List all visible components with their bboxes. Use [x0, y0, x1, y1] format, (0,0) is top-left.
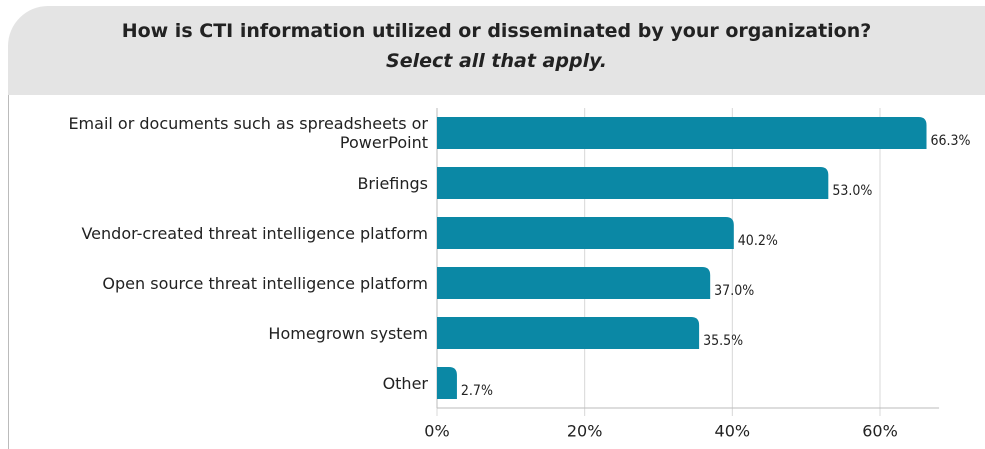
y-tick-label: Homegrown system [268, 323, 428, 343]
x-tick-label: 40% [715, 422, 751, 441]
value-label: 2.7% [461, 383, 493, 399]
value-label: 40.2% [738, 233, 778, 249]
bar [437, 367, 457, 399]
bar [437, 217, 734, 249]
bar [437, 117, 927, 149]
y-tick-label: Email or documents such as spreadsheets … [68, 114, 428, 152]
x-tick-label: 60% [862, 422, 898, 441]
y-tick-label: Other [382, 373, 428, 393]
chart-subtitle: Select all that apply. [386, 50, 607, 72]
y-tick-label: Vendor-created threat intelligence platf… [81, 223, 428, 243]
value-label: 66.3% [931, 133, 971, 149]
bar [437, 317, 700, 349]
bar [437, 267, 711, 299]
header: How is CTI information utilized or disse… [8, 6, 985, 95]
y-tick-label: Open source threat intelligence platform [102, 273, 428, 293]
value-label: 53.0% [832, 183, 872, 199]
value-label: 37.0% [714, 283, 754, 299]
value-label: 35.5% [703, 333, 743, 349]
chart-title: How is CTI information utilized or disse… [121, 20, 872, 42]
x-tick-label: 20% [567, 422, 603, 441]
y-tick-label: Briefings [357, 173, 428, 193]
x-tick-label: 0% [424, 422, 449, 441]
bar [437, 167, 829, 199]
